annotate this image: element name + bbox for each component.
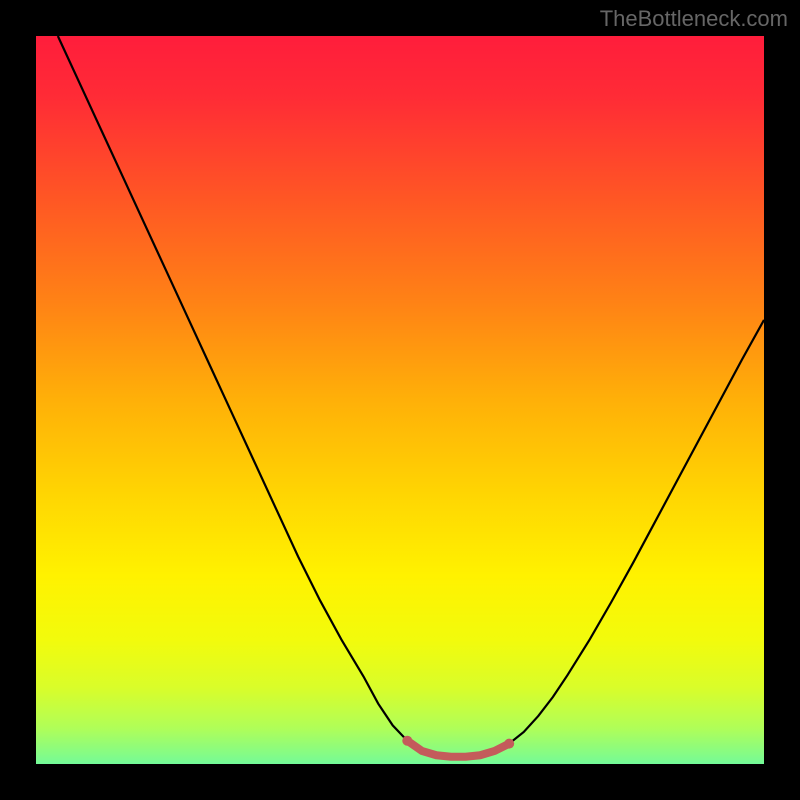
chart-background-gradient bbox=[0, 0, 800, 800]
chart-svg bbox=[0, 0, 800, 800]
watermark-text: TheBottleneck.com bbox=[600, 6, 788, 32]
bottleneck-chart: TheBottleneck.com bbox=[0, 0, 800, 800]
